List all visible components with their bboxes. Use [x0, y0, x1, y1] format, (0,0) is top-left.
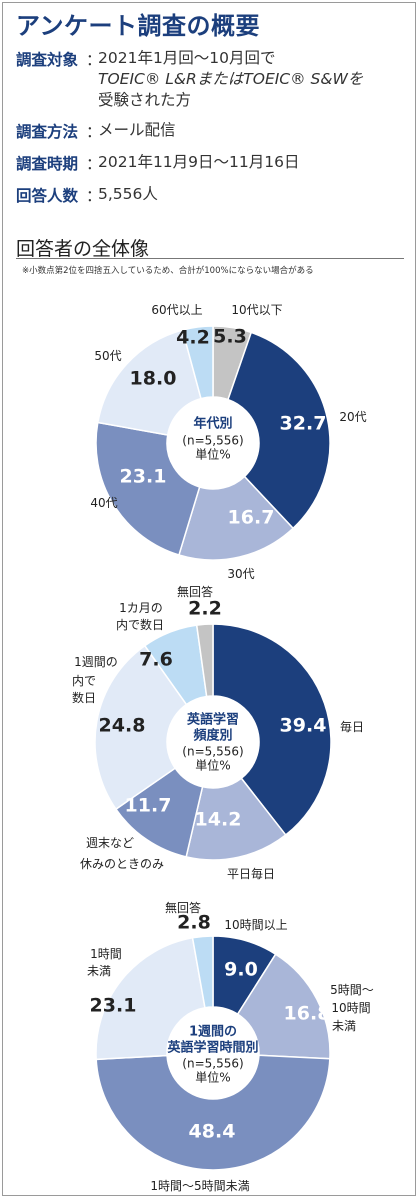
donut-center-label: (n=5,556) [182, 745, 243, 759]
donut-center-label: 年代別 [193, 416, 232, 432]
slice-value-label: 24.8 [99, 715, 146, 737]
donut-center-label: 単位% [195, 1070, 230, 1085]
info-line: 2021年1月回〜10月回で [98, 49, 276, 67]
donut-slice [96, 329, 202, 436]
info-key: 回答人数 [16, 187, 79, 205]
slice-category-label: 平日毎日 [227, 866, 275, 881]
section-divider [16, 258, 404, 259]
slice-category-label: 毎日 [340, 719, 364, 734]
slice-category-label: 無回答 [177, 584, 213, 599]
slice-value-label: 7.6 [139, 649, 173, 671]
donut-slice [95, 421, 201, 556]
donut-slice [191, 935, 214, 1009]
donut-center-label: 1週間の [189, 1025, 237, 1040]
info-line: 受験された方 [98, 91, 192, 109]
donut-center-label: 頻度別 [193, 728, 232, 744]
donut-chart-age: 5.3 32.7 16.7 23.1 18.0 4.2 10代以下 20代 30代 40代 50代 6… [90, 303, 366, 581]
slice-category-label: 60代以上 [151, 303, 202, 317]
info-line: 5,556人 [98, 185, 158, 203]
slice-value-label: 11.7 [125, 795, 172, 817]
donut-center-label: (n=5,556) [182, 434, 243, 448]
donut-slice [95, 936, 206, 1061]
donut-slice [227, 331, 331, 530]
slice-category-label: 5時間〜 10時間未満 [330, 983, 374, 1033]
info-value: 2021年1月回〜10月回で TOEIC® L&RまたはTOEIC® S&Wを … [98, 48, 363, 111]
section-title: 回答者の全体像 [16, 238, 150, 260]
slice-value-label: 32.7 [280, 413, 327, 435]
donut-center-label: 英語学習時間別 [166, 1040, 258, 1056]
slice-category-label: 週末など休みのときのみ [80, 836, 164, 871]
donut-slice [95, 1054, 331, 1171]
donut-slice [181, 325, 214, 400]
slice-category-label: 無回答 [165, 900, 201, 915]
slice-value-label: 2.2 [188, 598, 222, 620]
info-key: 調査対象 [16, 51, 79, 69]
slice-value-label: 23.1 [120, 466, 167, 488]
slice-category-label: 1週間の内で数日 [72, 655, 118, 705]
slice-value-label: 16.8 [284, 1003, 331, 1025]
donut-slice [236, 953, 331, 1060]
info-separator: ： [86, 187, 102, 205]
slice-category-label: 10代以下 [231, 303, 282, 317]
slice-category-label: 1時間未満 [87, 947, 122, 978]
info-key: 調査方法 [16, 123, 79, 141]
slice-value-label: 16.7 [228, 507, 275, 529]
info-value: 2021年11月9日〜11月16日 [98, 152, 299, 173]
slice-value-label: 18.0 [130, 368, 177, 390]
slice-category-label: 1カ月の内で数日 [116, 601, 164, 632]
slice-value-label: 48.4 [189, 1121, 236, 1143]
donut-center-label: 単位% [195, 758, 230, 773]
info-line: メール配信 [98, 121, 176, 139]
donut-center-label: (n=5,556) [182, 1057, 243, 1071]
slice-category-label: 40代 [90, 496, 117, 510]
donut-slice [178, 475, 295, 561]
info-line: TOEIC® L&RまたはTOEIC® S&Wを [98, 70, 364, 88]
slice-value-label: 23.1 [90, 995, 137, 1017]
rounding-note: ※小数点第2位を四捨五入しているため、合計が100%にならない場合がある [22, 266, 314, 276]
slice-category-label: 10時間以上 [224, 918, 287, 932]
slice-category-label: 1時間〜5時間未満 [150, 1179, 249, 1193]
slice-value-label: 2.8 [177, 912, 211, 934]
info-line: 2021年11月9日〜11月16日 [98, 153, 300, 171]
info-separator: ： [86, 155, 102, 173]
donut-slice [195, 623, 214, 698]
donut-chart-study-time: 9.0 16.8 48.4 23.1 2.8 10時間以上 5時間〜 10時間未満 1時間〜5時… [87, 900, 374, 1193]
slice-category-label: 20代 [339, 410, 366, 424]
info-separator: ： [86, 51, 102, 69]
slice-value-label: 39.4 [280, 715, 327, 737]
slice-value-label: 9.0 [224, 959, 258, 981]
info-value: 5,556人 [98, 184, 158, 205]
page-title: アンケート調査の概要 [16, 12, 261, 40]
slice-category-label: 50代 [94, 349, 121, 363]
slice-category-label: 30代 [227, 567, 254, 581]
donut-center-label: 英語学習 [186, 712, 239, 728]
donut-slice [212, 623, 332, 837]
info-value: メール配信 [98, 120, 176, 141]
donut-slice [94, 644, 188, 811]
info-key: 調査時期 [16, 155, 79, 173]
info-separator: ： [86, 123, 102, 141]
slice-value-label: 5.3 [213, 326, 247, 348]
slice-value-label: 14.2 [195, 809, 242, 831]
donut-center-label: 単位% [195, 447, 230, 462]
slice-value-label: 4.2 [176, 327, 210, 349]
